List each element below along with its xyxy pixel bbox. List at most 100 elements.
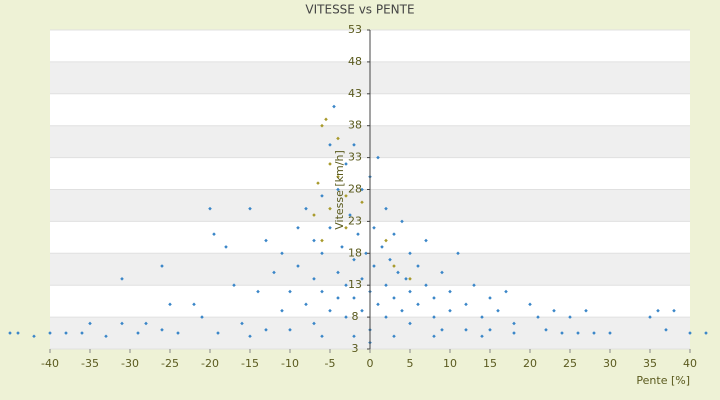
point <box>224 245 228 249</box>
point <box>328 143 332 147</box>
x-tick-label: -10 <box>281 357 299 370</box>
y-tick-label: 53 <box>348 23 362 36</box>
x-tick-label: 0 <box>367 357 374 370</box>
point <box>352 143 356 147</box>
point <box>240 321 244 326</box>
point <box>408 251 412 256</box>
point <box>168 302 172 307</box>
point <box>688 331 692 335</box>
point <box>400 219 404 224</box>
point <box>320 238 324 243</box>
point <box>316 181 320 185</box>
point <box>472 283 476 287</box>
point <box>304 302 308 307</box>
point <box>64 331 68 335</box>
x-tick-label: 30 <box>603 357 617 370</box>
point <box>576 331 580 335</box>
point <box>340 245 344 249</box>
point <box>384 238 388 243</box>
point <box>372 225 376 230</box>
point <box>328 206 332 211</box>
x-tick-label: -40 <box>41 357 59 370</box>
point <box>324 117 328 122</box>
point <box>216 331 220 335</box>
point <box>432 296 436 300</box>
point <box>592 331 596 335</box>
point <box>344 194 348 198</box>
point <box>312 213 316 217</box>
x-tick-label: 35 <box>643 357 657 370</box>
point <box>384 315 388 319</box>
point <box>336 270 340 275</box>
x-tick-label: 5 <box>407 357 414 370</box>
point <box>480 334 484 339</box>
point <box>272 270 276 275</box>
point <box>440 270 444 275</box>
point <box>584 308 588 313</box>
point <box>348 213 352 217</box>
point <box>336 296 340 300</box>
point <box>384 206 388 211</box>
point <box>456 251 460 256</box>
point <box>280 308 284 313</box>
y-tick-label: 23 <box>348 214 362 227</box>
point <box>512 321 516 326</box>
point <box>8 331 12 335</box>
point <box>360 187 364 192</box>
point <box>160 328 164 332</box>
point <box>608 331 612 335</box>
point <box>372 264 376 268</box>
point <box>396 270 400 275</box>
x-tick-label: -35 <box>81 357 99 370</box>
point <box>312 321 316 326</box>
point <box>336 187 340 192</box>
y-tick-label: 43 <box>348 87 362 100</box>
y-tick-label: 28 <box>348 183 362 196</box>
point <box>336 136 340 141</box>
point <box>320 194 324 198</box>
point <box>248 206 252 211</box>
point <box>488 328 492 332</box>
x-axis-title: Pente [%] <box>636 374 690 387</box>
point <box>400 308 404 313</box>
point <box>16 331 20 335</box>
point <box>344 162 348 166</box>
point <box>144 321 148 326</box>
point <box>212 232 216 236</box>
chart-title: VITESSE vs PENTE <box>305 3 414 17</box>
point <box>136 331 140 335</box>
point <box>320 334 324 339</box>
point <box>536 315 540 319</box>
point <box>328 308 332 313</box>
point <box>392 296 396 300</box>
point <box>332 104 336 109</box>
x-tick-label: -30 <box>121 357 139 370</box>
point <box>664 328 668 332</box>
point <box>320 289 324 294</box>
point <box>672 308 676 313</box>
point <box>552 308 556 313</box>
point <box>248 334 252 339</box>
y-tick-label: 13 <box>348 278 362 291</box>
point <box>424 283 428 287</box>
point <box>416 302 420 307</box>
x-tick-label: -25 <box>161 357 179 370</box>
point <box>392 334 396 339</box>
point <box>392 232 396 236</box>
point <box>344 283 348 287</box>
point <box>408 277 412 281</box>
point <box>704 331 708 335</box>
point <box>448 289 452 294</box>
point <box>432 315 436 319</box>
point <box>376 155 380 160</box>
point <box>232 283 236 287</box>
point <box>336 174 340 179</box>
point <box>432 334 436 339</box>
point <box>360 200 364 205</box>
point <box>288 328 292 332</box>
x-tick-label: -20 <box>201 357 219 370</box>
x-tick-label: 40 <box>683 357 697 370</box>
point <box>404 277 408 281</box>
point <box>424 238 428 243</box>
